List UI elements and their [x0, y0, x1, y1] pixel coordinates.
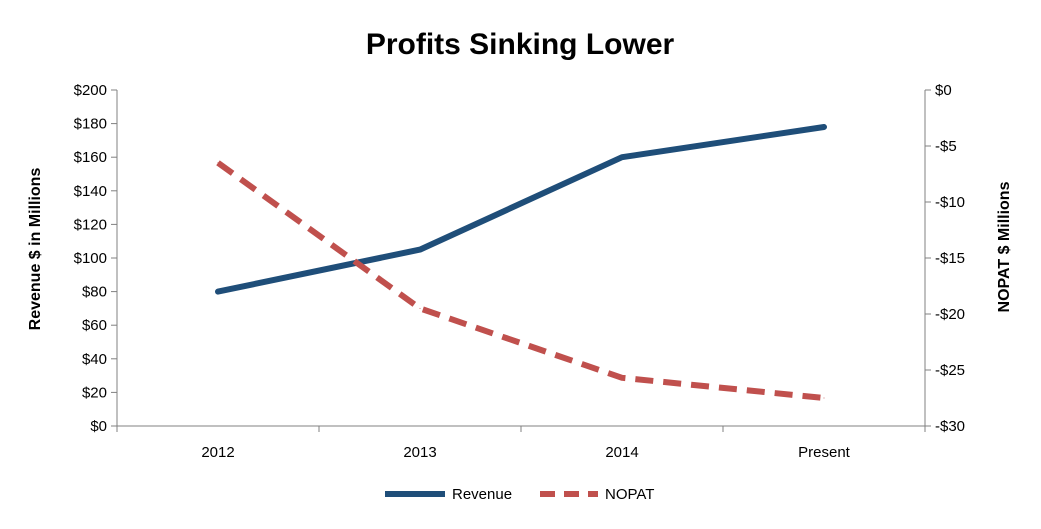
left-tick-label: $60 — [82, 317, 107, 334]
x-tick-labels: 2012 2013 2014 Present — [116, 426, 926, 461]
x-tick-label: 2014 — [605, 444, 638, 461]
left-tick-label: $100 — [74, 250, 107, 267]
left-tick-label: $120 — [74, 216, 107, 233]
x-tick-label: 2013 — [403, 444, 436, 461]
right-axis-title: NOPAT $ Millions — [996, 181, 1013, 312]
left-tick-label: $0 — [90, 418, 107, 435]
right-tick-label: -$25 — [935, 362, 965, 379]
series-line-revenue — [215, 124, 827, 295]
left-axis-title: Revenue $ in Millions — [27, 168, 44, 331]
data-point-nopat — [621, 377, 623, 379]
data-point-nopat — [823, 397, 825, 399]
data-point-nopat — [217, 162, 219, 164]
right-tick-label: -$20 — [935, 306, 965, 323]
left-tick-label: $200 — [74, 82, 107, 99]
right-tick-label: $0 — [935, 82, 952, 99]
left-tick-label: $80 — [82, 284, 107, 301]
data-point-revenue — [217, 291, 219, 293]
right-tick-label: -$5 — [935, 138, 957, 155]
legend-label-nopat: NOPAT — [605, 486, 654, 503]
right-tick-labels: $0 -$5 -$10 -$15 -$20 -$25 -$30 — [925, 82, 965, 435]
left-tick-label: $160 — [74, 149, 107, 166]
right-tick-label: -$10 — [935, 194, 965, 211]
x-tick-label: Present — [798, 444, 851, 461]
left-tick-labels: $0 $20 $40 $60 $80 $100 $120 $140 $160 $180 $200 — [74, 82, 117, 435]
series-layer — [215, 124, 827, 401]
left-tick-label: $20 — [82, 384, 107, 401]
x-tick-label: 2012 — [201, 444, 234, 461]
legend-label-revenue: Revenue — [452, 486, 512, 503]
data-point-revenue — [823, 126, 825, 128]
data-point-nopat — [419, 307, 421, 309]
right-tick-label: -$30 — [935, 418, 965, 435]
legend: Revenue NOPAT — [385, 486, 654, 503]
left-tick-label: $180 — [74, 116, 107, 133]
left-tick-label: $140 — [74, 183, 107, 200]
data-point-revenue — [419, 249, 421, 251]
data-point-revenue — [621, 156, 623, 158]
right-tick-label: -$15 — [935, 250, 965, 267]
series-line-nopat — [216, 160, 825, 401]
chart-title: Profits Sinking Lower — [366, 28, 675, 61]
left-tick-label: $40 — [82, 351, 107, 368]
